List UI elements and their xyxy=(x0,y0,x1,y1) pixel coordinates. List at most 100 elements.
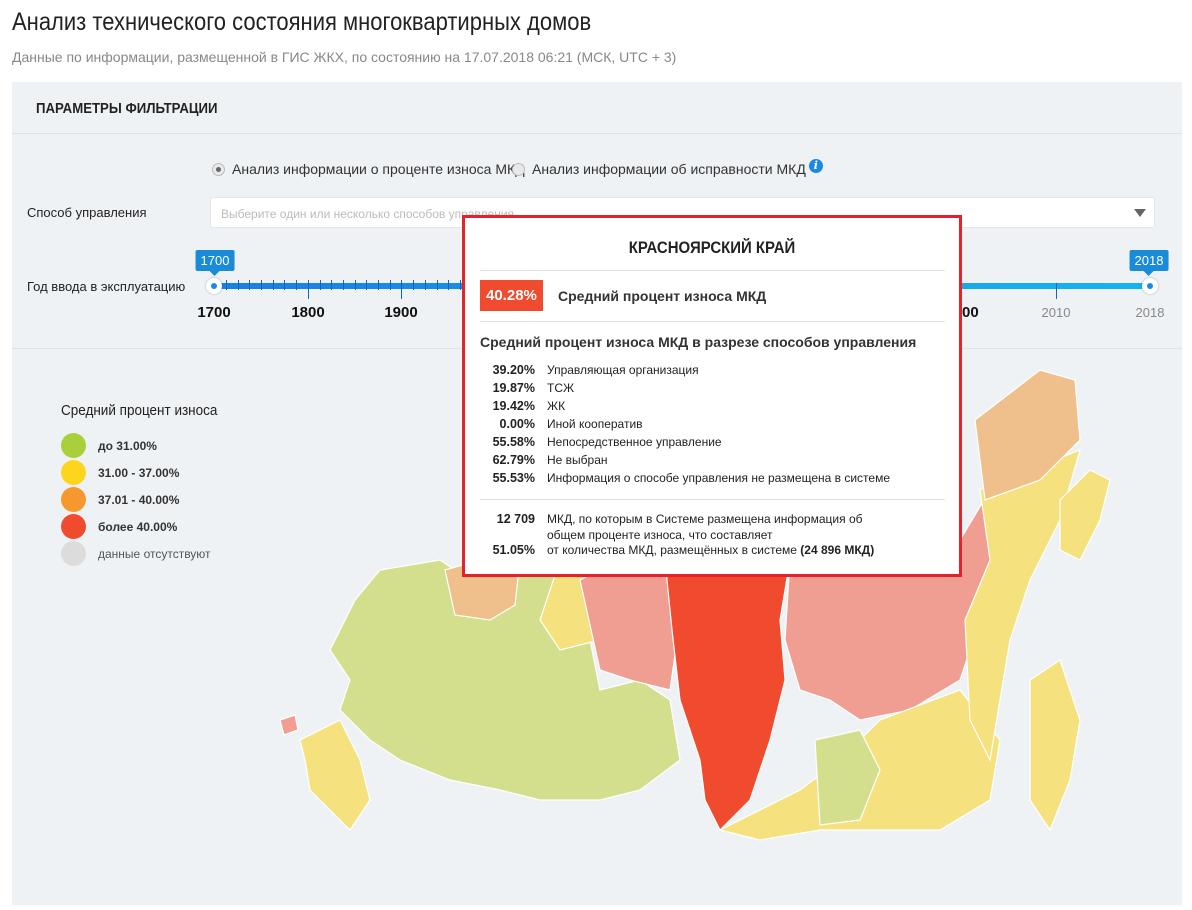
legend-color-swatch xyxy=(61,514,86,539)
avg-wear-label: Средний процент износа МКД xyxy=(558,288,767,304)
row-value: 55.53% xyxy=(492,471,535,485)
map-region-kamchatka xyxy=(1059,469,1111,561)
legend-item: до 31.00% xyxy=(61,433,157,458)
management-row: 39.20% Управляющая организация xyxy=(480,363,940,377)
legend-title: Средний процент износа xyxy=(61,402,218,419)
row-label: Управляющая организация xyxy=(547,363,699,377)
section-title: Средний процент износа МКД в разрезе спо… xyxy=(480,334,917,350)
slider-handle-min[interactable] xyxy=(206,278,222,294)
radio-label: Анализ информации о проценте износа МКД xyxy=(232,161,525,177)
slider-min-value: 1700 xyxy=(195,250,235,276)
share-text-label: от количества МКД, размещённых в системе xyxy=(547,543,801,557)
count-text: МКД, по которым в Системе размещена инфо… xyxy=(547,512,863,542)
row-label: Информация о способе управления не разме… xyxy=(547,471,891,485)
slider-tick xyxy=(273,280,274,290)
count-value: 12 709 xyxy=(496,512,535,526)
slider-tick xyxy=(320,280,321,290)
row-value: 19.42% xyxy=(492,399,535,413)
row-value: 55.58% xyxy=(492,435,535,449)
map-region-sakhalin xyxy=(1029,659,1081,832)
share-total: (24 896 МКД) xyxy=(800,543,875,557)
legend-color-swatch xyxy=(61,541,86,566)
slider-tick xyxy=(238,280,239,290)
slider-tick xyxy=(378,280,379,290)
legend-label: данные отсутствуют xyxy=(98,546,211,561)
radio-wear-percent[interactable]: Анализ информации о проценте износа МКД xyxy=(212,161,525,177)
slider-tick xyxy=(413,280,414,290)
management-row: 19.42% ЖК xyxy=(480,399,940,413)
region-tooltip: КРАСНОЯРСКИЙ КРАЙ 40.28% Средний процент… xyxy=(462,215,962,577)
map-region-south xyxy=(299,719,371,831)
filter-header: ПАРАМЕТРЫ ФИЛЬТРАЦИИ xyxy=(36,100,218,117)
management-row: 55.53% Информация о способе управления не… xyxy=(480,471,940,485)
slider-tick xyxy=(249,280,250,290)
tick-label: 1900 xyxy=(384,304,418,321)
legend-label: 37.01 - 40.00% xyxy=(98,492,180,507)
legend-item: более 40.00% xyxy=(61,514,177,539)
slider-tick xyxy=(261,280,262,290)
divider xyxy=(480,499,945,500)
legend-item: 37.01 - 40.00% xyxy=(61,487,179,512)
management-row: 0.00% Иной кооператив xyxy=(480,417,940,431)
share-value: 51.05% xyxy=(492,543,535,557)
map-region-chukotka xyxy=(974,369,1081,501)
row-value: 62.79% xyxy=(492,453,535,467)
slider-tick xyxy=(355,280,356,290)
chevron-down-icon[interactable] xyxy=(1134,209,1146,217)
radio-label: Анализ информации об исправности МКД xyxy=(532,161,806,177)
radio-serviceability[interactable]: Анализ информации об исправности МКД i xyxy=(512,159,823,177)
slider-tick xyxy=(425,280,426,290)
row-label: ЖК xyxy=(547,399,566,413)
legend-color-swatch xyxy=(61,487,86,512)
management-row: 62.79% Не выбран xyxy=(480,453,940,467)
slider-max-value: 2018 xyxy=(1129,250,1169,276)
map-region-kaliningrad xyxy=(279,714,299,736)
tick-label: 2010 xyxy=(1041,305,1071,320)
slider-tick xyxy=(460,280,461,290)
map-region-irkutsk-green xyxy=(814,729,881,826)
avg-wear-badge: 40.28% xyxy=(480,280,543,311)
divider xyxy=(12,133,1182,134)
share-text: от количества МКД, размещённых в системе… xyxy=(547,543,940,557)
slider-tick xyxy=(448,280,449,290)
map-region-krasnoyarsk xyxy=(664,559,791,832)
tick-label: 1700 xyxy=(197,304,231,321)
slider-major-tick xyxy=(308,283,309,299)
slider-tick xyxy=(390,280,391,290)
slider-tick xyxy=(226,280,227,290)
row-value: 19.87% xyxy=(492,381,535,395)
region-name: КРАСНОЯРСКИЙ КРАЙ xyxy=(628,238,796,257)
row-value: 0.00% xyxy=(499,417,535,431)
legend-color-swatch xyxy=(61,433,86,458)
page-subtitle: Данные по информации, размещенной в ГИС … xyxy=(12,49,677,65)
map-region-far-east xyxy=(964,448,1081,762)
management-row: 19.87% ТСЖ xyxy=(480,381,940,395)
row-value: 39.20% xyxy=(492,363,535,377)
slider-major-tick xyxy=(1056,283,1057,299)
tick-label: 1800 xyxy=(291,304,325,321)
divider xyxy=(480,321,945,322)
slider-major-tick xyxy=(401,283,402,299)
count-row: 12 709 МКД, по которым в Системе размещен… xyxy=(480,511,940,543)
slider-tick xyxy=(437,280,438,290)
slider-handle-max[interactable] xyxy=(1142,278,1158,294)
page-title: Анализ технического состояния многокварт… xyxy=(12,8,592,36)
radio-unchecked-icon xyxy=(512,162,525,176)
row-label: Иной кооператив xyxy=(547,417,643,431)
info-icon[interactable]: i xyxy=(808,159,823,173)
legend-label: более 40.00% xyxy=(98,519,178,534)
divider xyxy=(480,270,945,271)
row-label: Непосредственное управление xyxy=(547,435,722,449)
legend-item: данные отсутствуют xyxy=(61,541,211,566)
slider-tick xyxy=(296,280,297,290)
tick-label: 2018 xyxy=(1135,305,1165,320)
legend-label: до 31.00% xyxy=(98,438,157,453)
legend-label: 31.00 - 37.00% xyxy=(98,465,180,480)
slider-tick xyxy=(366,280,367,290)
row-label: Не выбран xyxy=(547,453,608,467)
management-row: 55.58% Непосредственное управление xyxy=(480,435,940,449)
legend-item: 31.00 - 37.00% xyxy=(61,460,179,485)
management-placeholder: Выберите один или несколько способов упр… xyxy=(221,207,515,221)
radio-checked-icon xyxy=(212,162,225,176)
